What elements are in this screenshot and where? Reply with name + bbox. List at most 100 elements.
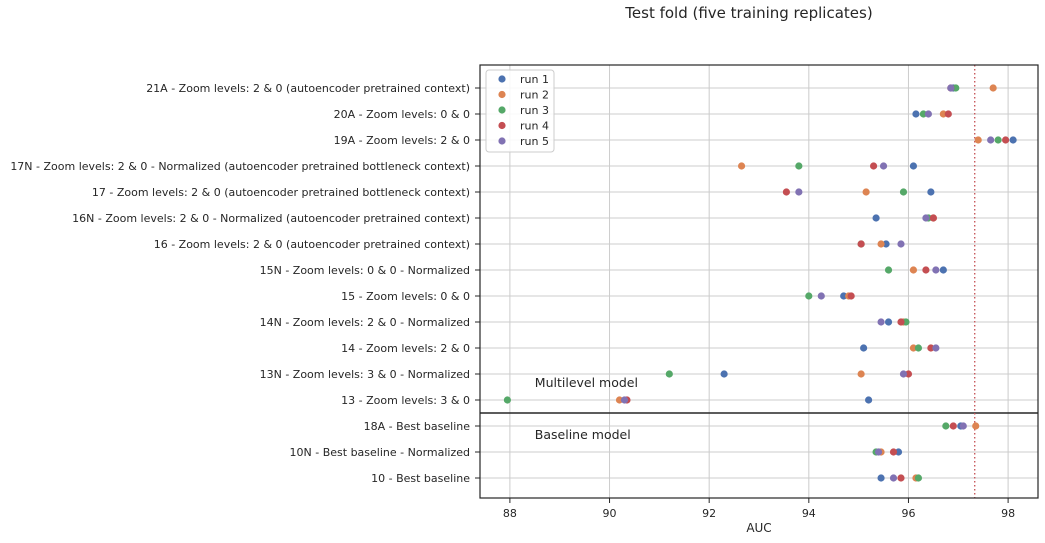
data-point (865, 396, 873, 404)
data-point (927, 188, 935, 196)
data-point (947, 84, 955, 92)
data-point (952, 84, 960, 92)
labels-layer: 88 90 92 94 96 98 21A - Zoom levels: 2 & 0 (au… (10, 82, 1015, 520)
legend-marker (498, 137, 506, 145)
x-tick-label: 90 (603, 507, 617, 520)
chart-title: Test fold (five training replicates) (625, 4, 873, 22)
x-tick-label: 94 (802, 507, 816, 520)
data-point (869, 162, 878, 170)
section-annotation: Multilevel model (535, 375, 638, 390)
y-tick-label: 16 - Zoom levels: 2 & 0 (autoencoder pre… (154, 238, 470, 251)
data-point (620, 396, 629, 404)
legend-marker (498, 121, 506, 130)
data-point (817, 292, 825, 300)
data-point (862, 188, 870, 196)
x-axis-label: AUC (746, 521, 771, 535)
data-point (840, 292, 848, 300)
data-point (987, 136, 995, 144)
data-point (919, 110, 928, 118)
y-tick-label: 18A - Best baseline (364, 420, 471, 433)
legend-label: run 2 (520, 89, 549, 102)
y-tick-label: 16N - Zoom levels: 2 & 0 - Normalized (a… (72, 212, 470, 225)
data-point (897, 318, 905, 326)
y-tick-label: 21A - Zoom levels: 2 & 0 (autoencoder pr… (146, 82, 470, 95)
legend-label: run 5 (520, 135, 549, 148)
legend-box (485, 69, 555, 153)
data-point (897, 240, 905, 248)
data-point (909, 344, 918, 352)
data-point (909, 162, 918, 170)
data-point (877, 240, 885, 248)
data-point (949, 422, 957, 430)
data-point (914, 474, 923, 482)
x-tick-label: 88 (503, 507, 517, 520)
data-point (889, 474, 898, 482)
data-point (909, 266, 918, 274)
data-point (805, 292, 813, 300)
y-tick-label: 17 - Zoom levels: 2 & 0 (autoencoder pre… (92, 186, 470, 199)
data-point (795, 162, 803, 170)
data-point (897, 474, 905, 482)
data-point (503, 396, 512, 404)
legend-marker (498, 75, 506, 83)
data-point (932, 266, 940, 274)
data-point (944, 110, 952, 118)
data-point (857, 240, 865, 248)
data-point (884, 318, 893, 326)
data-point (889, 448, 898, 456)
data-point (959, 422, 967, 430)
data-point (922, 214, 930, 222)
data-point (615, 396, 624, 404)
data-point (942, 422, 950, 430)
data-point (782, 188, 791, 196)
y-tick-label: 20A - Zoom levels: 0 & 0 (334, 108, 470, 121)
data-point (922, 266, 930, 274)
data-point (860, 344, 868, 352)
data-point (904, 370, 913, 378)
legend-label: run 4 (520, 120, 549, 133)
x-tick-label: 98 (1001, 507, 1015, 520)
legend-label: run 3 (520, 104, 549, 117)
data-point (994, 136, 1002, 144)
data-point (847, 292, 855, 300)
data-point (795, 188, 803, 196)
data-point (1009, 136, 1017, 144)
legend-label: run 1 (520, 73, 549, 86)
grid-layer (475, 65, 1038, 503)
data-point (882, 240, 890, 248)
y-tick-label: 13N - Zoom levels: 3 & 0 - Normalized (260, 368, 470, 381)
points-layer (503, 84, 1017, 482)
data-point (912, 110, 920, 118)
legend-marker (498, 90, 506, 99)
data-point (974, 136, 982, 144)
data-point (939, 266, 947, 274)
y-tick-label: 10N - Best baseline - Normalized (290, 446, 470, 459)
x-tick-label: 96 (901, 507, 915, 520)
data-point (665, 370, 673, 378)
y-tick-label: 15N - Zoom levels: 0 & 0 - Normalized (260, 264, 470, 277)
y-tick-label: 15 - Zoom levels: 0 & 0 (341, 290, 470, 303)
data-point (924, 110, 932, 118)
data-point (872, 214, 880, 222)
data-point (894, 448, 903, 456)
data-point (877, 318, 885, 326)
y-tick-label: 14 - Zoom levels: 2 & 0 (341, 342, 470, 355)
data-point (932, 344, 940, 352)
data-point (877, 474, 885, 482)
legend: run 1 run 2 run 3 run 4 run 5 (485, 69, 555, 153)
plot-frame (479, 64, 1039, 499)
data-point (884, 266, 893, 274)
data-point (737, 162, 746, 170)
data-point (939, 110, 947, 118)
y-tick-label: 19A - Zoom levels: 2 & 0 (334, 134, 470, 147)
data-point (899, 370, 908, 378)
section-annotation: Baseline model (535, 427, 631, 442)
y-tick-label: 17N - Zoom levels: 2 & 0 - Normalized (a… (10, 160, 470, 173)
data-point (874, 448, 883, 456)
y-tick-label: 13 - Zoom levels: 3 & 0 (341, 394, 470, 407)
data-point (720, 370, 728, 378)
y-tick-label: 14N - Zoom levels: 2 & 0 - Normalized (260, 316, 470, 329)
data-point (857, 370, 865, 378)
data-point (899, 188, 908, 196)
